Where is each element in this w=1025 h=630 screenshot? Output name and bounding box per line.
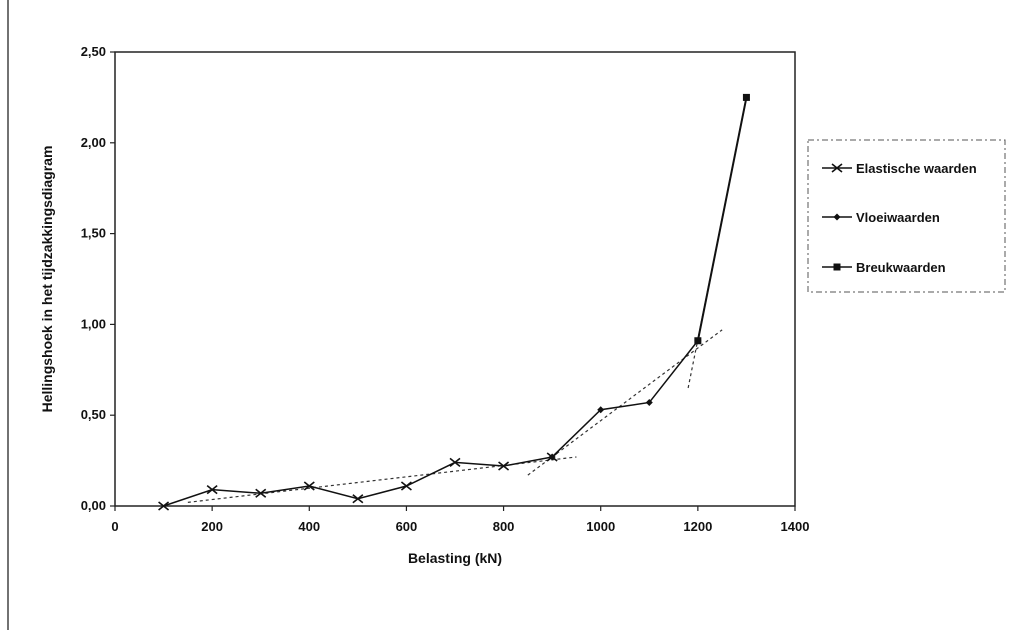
- legend-label: Elastische waarden: [856, 161, 977, 176]
- y-tick-label: 2,00: [81, 135, 106, 150]
- x-tick-label: 800: [493, 519, 515, 534]
- series-0: [158, 452, 558, 511]
- series-line: [696, 97, 748, 341]
- data-point: [206, 485, 218, 495]
- legend: Elastische waarden Vloeiwaarden Breukwaard…: [807, 139, 1006, 293]
- data-point: [597, 406, 605, 414]
- legend-marker: [831, 163, 843, 173]
- legend-items: Elastische waarden Vloeiwaarden Breukwaard…: [822, 161, 977, 275]
- data-point: [158, 501, 170, 511]
- legend-item: Breukwaarden: [822, 260, 946, 275]
- y-tick-label: 2,50: [81, 44, 106, 59]
- legend-border: [807, 139, 1006, 293]
- data-point: [352, 494, 364, 504]
- trendline: [527, 329, 723, 476]
- legend-item: Elastische waarden: [822, 161, 977, 176]
- legend-label: Breukwaarden: [856, 260, 946, 275]
- data-point: [303, 481, 315, 491]
- trendlines: [187, 97, 748, 503]
- y-axis-ticks: 0,00 0,50 1,00 1,50 2,00 2,50: [81, 44, 115, 513]
- x-tick-label: 0: [111, 519, 118, 534]
- y-tick-label: 1,00: [81, 316, 106, 331]
- data-point: [255, 488, 267, 498]
- x-tick-label: 1200: [683, 519, 712, 534]
- plot-area: [114, 51, 796, 507]
- x-tick-label: 1000: [586, 519, 615, 534]
- x-tick-label: 600: [396, 519, 418, 534]
- series-lines: [158, 93, 750, 511]
- data-point: [548, 453, 556, 461]
- series-line: [551, 340, 699, 458]
- x-tick-label: 400: [298, 519, 320, 534]
- x-tick-label: 1400: [781, 519, 810, 534]
- legend-marker: [833, 263, 841, 271]
- legend-label: Vloeiwaarden: [856, 210, 940, 225]
- data-point: [498, 461, 510, 471]
- x-axis-ticks: 0 200 400 600 800 1000 1200 1400: [111, 506, 809, 534]
- y-tick-label: 0,00: [81, 498, 106, 513]
- data-point: [645, 398, 653, 406]
- legend-item: Vloeiwaarden: [822, 210, 940, 225]
- legend-marker: [833, 213, 841, 221]
- data-point: [400, 481, 412, 491]
- data-point: [742, 93, 750, 101]
- x-axis-title: Belasting (kN): [408, 550, 502, 566]
- data-point: [694, 337, 702, 345]
- y-tick-label: 0,50: [81, 407, 106, 422]
- y-tick-label: 1,50: [81, 226, 106, 241]
- data-point: [449, 457, 461, 468]
- y-axis-title: Hellingshoek in het tijdzakkingsdiagram: [39, 146, 55, 413]
- series-2: [694, 93, 750, 345]
- x-tick-label: 200: [201, 519, 223, 534]
